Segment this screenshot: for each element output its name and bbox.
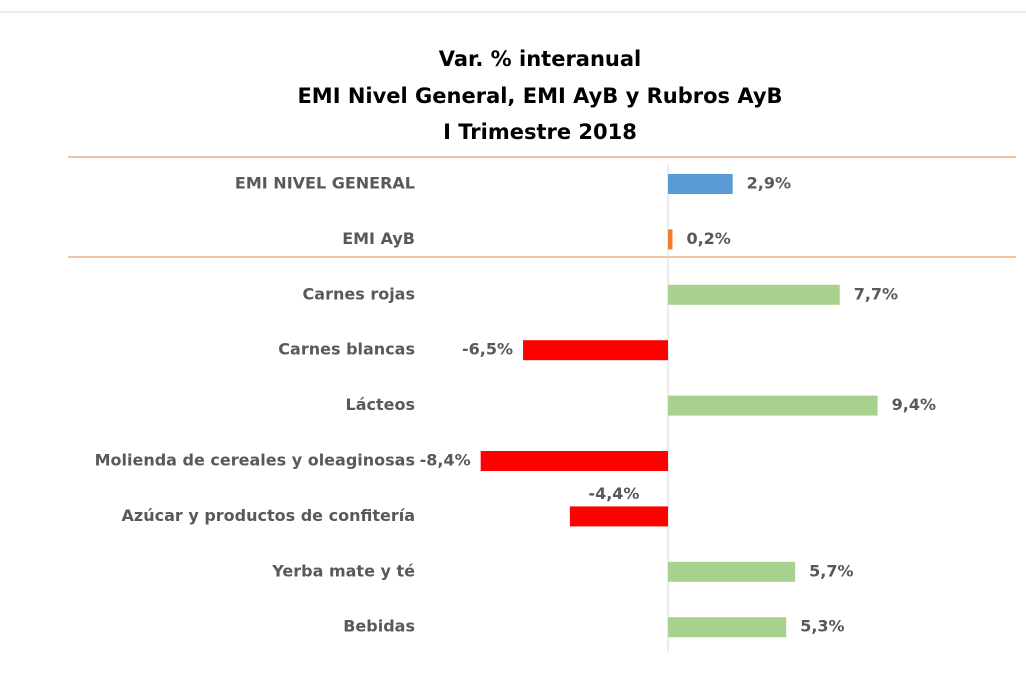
bar: [668, 229, 673, 250]
value-label: 0,2%: [686, 229, 730, 248]
value-label: 2,9%: [747, 174, 791, 193]
bar: [668, 174, 733, 194]
bar: [668, 561, 796, 582]
category-label: Carnes blancas: [278, 340, 415, 359]
bar: [480, 451, 668, 471]
value-label: 5,7%: [809, 561, 853, 580]
bar: [668, 284, 840, 305]
category-label: Yerba mate y té: [271, 561, 415, 580]
chart-title: I Trimestre 2018: [443, 120, 637, 144]
value-label: -4,4%: [588, 484, 639, 503]
category-label: Azúcar y productos de confitería: [122, 506, 416, 525]
value-label: 9,4%: [892, 395, 936, 414]
value-label: -6,5%: [462, 340, 513, 359]
bar: [668, 395, 878, 416]
bar: [523, 340, 668, 361]
category-label: Lácteos: [346, 395, 416, 414]
bar: [668, 617, 787, 638]
chart-title: Var. % interanual: [439, 47, 642, 71]
category-label: EMI AyB: [342, 229, 415, 248]
value-label: 7,7%: [854, 284, 898, 303]
category-label: Molienda de cereales y oleaginosas: [95, 451, 415, 470]
value-label: -8,4%: [420, 451, 471, 470]
category-label: Bebidas: [343, 617, 415, 636]
chart-title: EMI Nivel General, EMI AyB y Rubros AyB: [297, 84, 782, 108]
category-label: EMI NIVEL GENERAL: [235, 174, 415, 193]
category-label: Carnes rojas: [303, 284, 415, 303]
value-label: 5,3%: [800, 617, 844, 636]
bar: [569, 506, 668, 527]
